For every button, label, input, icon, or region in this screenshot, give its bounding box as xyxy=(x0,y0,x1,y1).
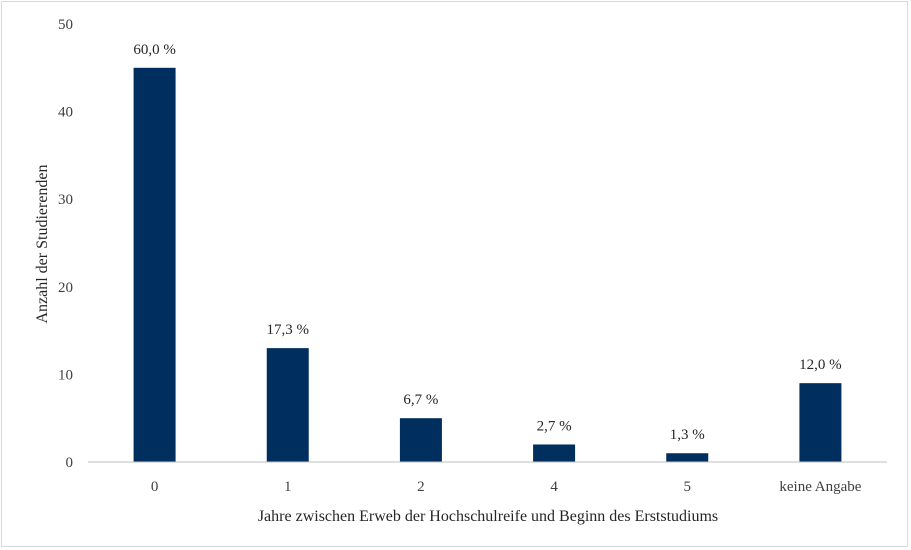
y-tick-label: 20 xyxy=(58,280,73,296)
data-label: 2,7 % xyxy=(537,418,572,434)
bar xyxy=(133,67,176,463)
x-tick-label: 5 xyxy=(684,479,692,495)
x-tick-label: keine Angabe xyxy=(779,479,861,495)
y-axis-title: Anzahl der Studierenden xyxy=(34,164,51,323)
bar xyxy=(799,383,842,462)
data-label: 17,3 % xyxy=(267,322,310,338)
y-tick-label: 10 xyxy=(58,367,73,383)
y-tick-label: 30 xyxy=(58,192,73,208)
y-tick-label: 40 xyxy=(58,105,73,121)
bar xyxy=(666,453,709,462)
y-tick-label: 0 xyxy=(66,455,74,471)
data-label: 12,0 % xyxy=(799,357,842,373)
bar xyxy=(266,348,309,462)
y-axis-ticks: 0 10 20 30 40 50 xyxy=(58,17,73,471)
x-tick-label: 1 xyxy=(284,479,292,495)
bars xyxy=(133,67,842,463)
bar xyxy=(533,444,576,462)
bar xyxy=(399,418,442,462)
x-tick-label: 4 xyxy=(550,479,558,495)
y-tick-label: 50 xyxy=(58,17,73,33)
data-label: 1,3 % xyxy=(670,427,705,443)
x-tick-label: 2 xyxy=(417,479,425,495)
x-tick-label: 0 xyxy=(151,479,159,495)
data-label: 6,7 % xyxy=(403,392,438,408)
data-labels: 60,0 % 17,3 % 6,7 % 2,7 % 1,3 % 12,0 % xyxy=(133,42,841,443)
x-axis-ticks: 0 1 2 4 5 keine Angabe xyxy=(151,479,862,495)
x-axis-title: Jahre zwischen Erweb der Hochschulreife … xyxy=(258,508,718,525)
data-label: 60,0 % xyxy=(133,42,176,58)
